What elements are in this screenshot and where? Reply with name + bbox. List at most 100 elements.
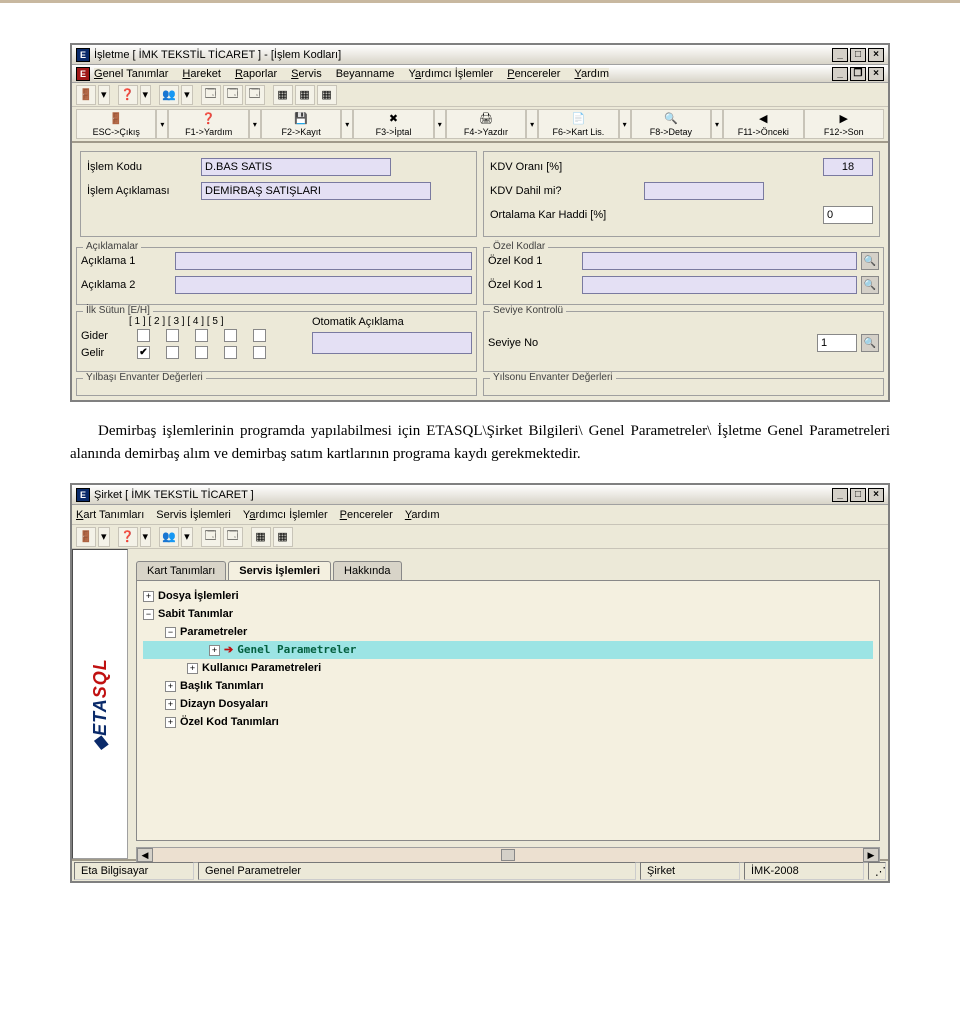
gelir-chk-1[interactable]: ✔ [137,346,150,359]
ozelkod2-lookup-button[interactable]: 🔍 [861,276,879,294]
tb-exit-icon[interactable]: 🚪 [76,85,96,105]
gider-chk-1[interactable] [137,329,150,342]
tb2-arr-6[interactable]: ▾ [619,109,631,139]
exp-genel[interactable]: + [209,645,220,656]
kdv-orani-input[interactable] [823,158,873,176]
tb2-arr-4[interactable]: ▾ [434,109,446,139]
tab-hakkinda[interactable]: Hakkında [333,561,401,580]
w2-tb-dd1[interactable]: ▾ [98,527,110,547]
gelir-chk-5[interactable] [253,346,266,359]
gider-chk-2[interactable] [166,329,179,342]
tb-card-icon[interactable]: 👥 [159,85,179,105]
tb2-f8-detay[interactable]: 🔍F8->Detay [631,109,711,139]
tb2-f6-kartlis[interactable]: 📄F6->Kart Lis. [538,109,618,139]
islem-kodu-input[interactable] [201,158,391,176]
node-param[interactable]: Parametreler [180,623,247,641]
node-sabit[interactable]: Sabit Tanımlar [158,605,233,623]
tb2-f3-iptal[interactable]: ✖F3->İptal [353,109,433,139]
gelir-chk-3[interactable] [195,346,208,359]
scroll-thumb[interactable] [501,849,515,861]
ozelkod1-lookup-button[interactable]: 🔍 [861,252,879,270]
tb-grid3-icon[interactable]: ▦ [317,85,337,105]
seviye-no-input[interactable] [817,334,857,352]
tb-dd1[interactable]: ▾ [98,85,110,105]
ozelkod2-input[interactable] [582,276,857,294]
tb2-esc-cikis[interactable]: 🚪ESC->Çıkış [76,109,156,139]
exp-dosya[interactable]: + [143,591,154,602]
ozelkod1-input[interactable] [582,252,857,270]
exp-dizayn[interactable]: + [165,699,176,710]
menu-raporlar[interactable]: Raporlar [235,68,277,80]
scroll-left-button[interactable]: ◀ [137,848,153,862]
w2-tb-exit-icon[interactable]: 🚪 [76,527,96,547]
w2-menu-yardimci[interactable]: Yardımcı İşlemler [243,509,328,521]
node-baslik[interactable]: Başlık Tanımları [180,677,264,695]
menu-hareket[interactable]: Hareket [182,68,221,80]
w2-tb-grid1-icon[interactable]: ▦ [251,527,271,547]
w2-max-button[interactable]: □ [850,488,866,502]
menu-beyanname[interactable]: Beyanname [336,68,395,80]
gider-chk-3[interactable] [195,329,208,342]
w2-close-button[interactable]: × [868,488,884,502]
tb-help-icon[interactable]: ❓ [118,85,138,105]
menu-yardim[interactable]: Yardım [574,68,609,80]
tb2-arr-2[interactable]: ▾ [249,109,261,139]
max-button[interactable]: □ [850,48,866,62]
exp-param[interactable]: − [165,627,176,638]
kar-haddi-input[interactable] [823,206,873,224]
aciklama1-input[interactable] [175,252,472,270]
w2-menu-servis[interactable]: Servis İşlemleri [156,509,231,521]
w2-tb-dd2[interactable]: ▾ [140,527,152,547]
tb-grid1-icon[interactable]: ▦ [273,85,293,105]
w2-tb-help-icon[interactable]: ❓ [118,527,138,547]
menu-genel-tanimlar[interactable]: Genel Tanımlar [94,68,168,80]
exp-sabit[interactable]: − [143,609,154,620]
horizontal-scrollbar[interactable]: ◀ ▶ [136,847,880,863]
close-button[interactable]: × [868,48,884,62]
exp-ozel[interactable]: + [165,717,176,728]
menu-yardimci[interactable]: Yardımcı İşlemler [408,68,493,80]
tb-doc2-icon[interactable]: 🗔 [223,85,243,105]
node-dizayn[interactable]: Dizayn Dosyaları [180,695,268,713]
node-kullanici[interactable]: Kullanıcı Parametreleri [202,659,321,677]
exp-baslik[interactable]: + [165,681,176,692]
tb2-arr-3[interactable]: ▾ [341,109,353,139]
w2-menu-pencereler[interactable]: Pencereler [340,509,393,521]
gider-chk-4[interactable] [224,329,237,342]
child-restore-button[interactable]: ❐ [850,67,866,81]
tb2-f1-yardim[interactable]: ❓F1->Yardım [168,109,248,139]
tb2-arr-5[interactable]: ▾ [526,109,538,139]
w2-menu-yardim[interactable]: Yardım [405,509,440,521]
tb-doc3-icon[interactable]: 🗔 [245,85,265,105]
w2-tb-dd3[interactable]: ▾ [181,527,193,547]
menu-pencereler[interactable]: Pencereler [507,68,560,80]
w2-tb-grid2-icon[interactable]: ▦ [273,527,293,547]
tb-doc1-icon[interactable]: 🗔 [201,85,221,105]
tab-servis-islemleri[interactable]: Servis İşlemleri [228,561,331,580]
w2-min-button[interactable]: _ [832,488,848,502]
tb-grid2-icon[interactable]: ▦ [295,85,315,105]
menu-servis[interactable]: Servis [291,68,322,80]
islem-aciklama-input[interactable] [201,182,431,200]
tb2-arr-1[interactable]: ▾ [156,109,168,139]
min-button[interactable]: _ [832,48,848,62]
gelir-chk-2[interactable] [166,346,179,359]
tb-dd2[interactable]: ▾ [140,85,152,105]
tb2-f12-son[interactable]: ▶F12->Son [804,109,884,139]
w2-menu-kart[interactable]: Kart Tanımları [76,509,144,521]
child-close-button[interactable]: × [868,67,884,81]
tb-dd3[interactable]: ▾ [181,85,193,105]
aciklama2-input[interactable] [175,276,472,294]
w2-tb-card-icon[interactable]: 👥 [159,527,179,547]
w2-tb-doc1-icon[interactable]: 🗔 [201,527,221,547]
tb2-f4-yazdir[interactable]: 🖨F4->Yazdır [446,109,526,139]
tb2-f2-kayit[interactable]: 💾F2->Kayıt [261,109,341,139]
node-ozel[interactable]: Özel Kod Tanımları [180,713,279,731]
node-genel-parametreler-selected[interactable]: + ➔ Genel Parametreler [143,641,873,659]
exp-kullanici[interactable]: + [187,663,198,674]
tb2-arr-7[interactable]: ▾ [711,109,723,139]
tb2-f11-onceki[interactable]: ◀F11->Önceki [723,109,803,139]
scroll-right-button[interactable]: ▶ [863,848,879,862]
kdv-dahil-input[interactable] [644,182,764,200]
gelir-chk-4[interactable] [224,346,237,359]
